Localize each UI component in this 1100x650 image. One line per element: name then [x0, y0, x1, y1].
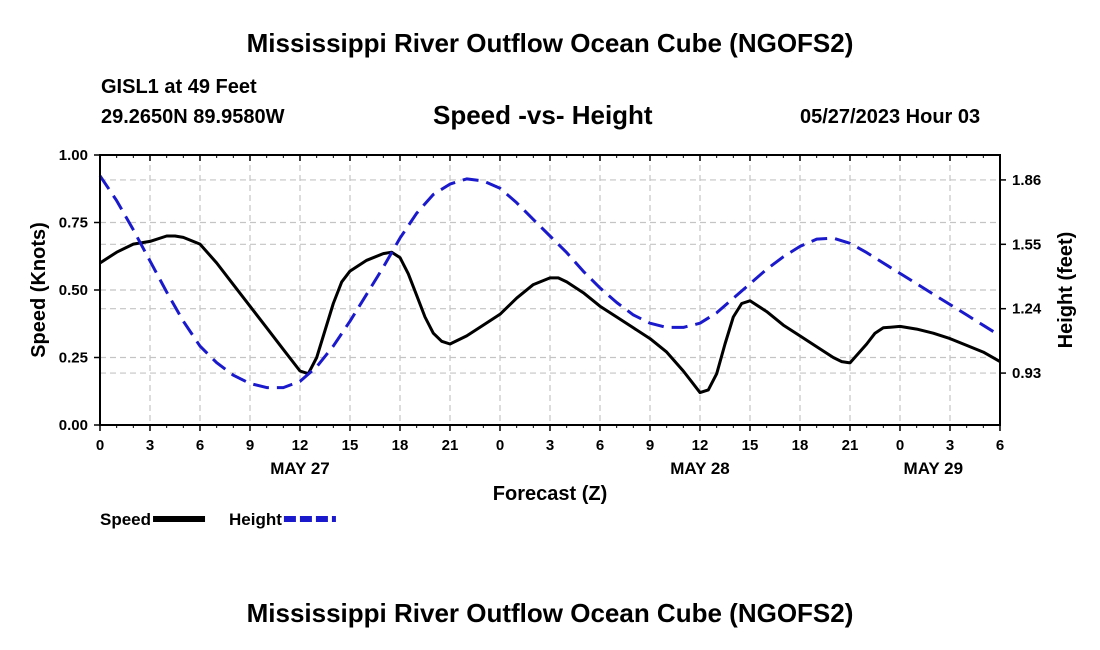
height-series-line: [98, 174, 1001, 390]
chart-title: Mississippi River Outflow Ocean Cube (NG…: [246, 28, 854, 58]
legend-label: Height: [229, 510, 282, 529]
x-tick-label: 6: [196, 437, 204, 454]
y2-axis-title: Height (feet): [1055, 232, 1077, 349]
y2-tick-label: 1.24: [1012, 301, 1042, 318]
y2-tick-label: 1.55: [1012, 236, 1041, 253]
x-tick-label: 6: [996, 437, 1004, 454]
x-tick-label: 21: [442, 437, 459, 454]
y-tick-label: 0.75: [59, 215, 88, 232]
x-tick-label: 18: [392, 437, 409, 454]
forecast-datetime: 05/27/2023 Hour 03: [800, 106, 981, 128]
x-tick-label: 18: [792, 437, 809, 454]
chart-subtitle: Speed -vs- Height: [433, 100, 653, 130]
x-tick-label: 0: [896, 437, 904, 454]
grid: [100, 155, 1000, 425]
x-tick-label: 3: [546, 437, 554, 454]
x-tick-label: 3: [946, 437, 954, 454]
date-label: MAY 27: [270, 459, 330, 478]
x-tick-label: 9: [246, 437, 254, 454]
x-tick-label: 3: [146, 437, 154, 454]
y-tick-label: 1.00: [59, 147, 88, 164]
station-coordinates: 29.2650N 89.9580W: [101, 106, 285, 128]
x-tick-label: 15: [342, 437, 359, 454]
x-tick-label: 0: [96, 437, 104, 454]
station-label: GISL1 at 49 Feet: [101, 76, 257, 98]
axes: [94, 154, 1006, 431]
y-tick-label: 0.50: [59, 282, 88, 299]
legend: Speed Height: [100, 510, 336, 529]
x-tick-label: 15: [742, 437, 759, 454]
y-axis-title: Speed (Knots): [28, 222, 50, 358]
date-label: MAY 29: [904, 459, 964, 478]
footer-title: Mississippi River Outflow Ocean Cube (NG…: [246, 598, 854, 628]
x-axis-title: Forecast (Z): [493, 483, 607, 505]
x-tick-label: 21: [842, 437, 859, 454]
plot-frame: [99, 154, 1001, 426]
y-tick-label: 0.25: [59, 350, 88, 367]
date-label: MAY 28: [670, 459, 730, 478]
x-tick-label: 0: [496, 437, 504, 454]
x-tick-label: 12: [692, 437, 709, 454]
axis-labels: 0 3 6 9 12 15 18 21 0 3 6 9 12 15 18 21 0 3 6 0.00 0.25 0.50 0…: [28, 147, 1077, 505]
speed-series-line: [99, 234, 1001, 395]
x-tick-label: 6: [596, 437, 604, 454]
x-tick-label: 9: [646, 437, 654, 454]
y-tick-label: 0.00: [59, 417, 88, 434]
x-tick-label: 12: [292, 437, 309, 454]
series-layer: [98, 174, 1001, 395]
y2-tick-label: 0.93: [1012, 365, 1041, 382]
legend-label: Speed: [100, 510, 151, 529]
y2-tick-label: 1.86: [1012, 172, 1041, 189]
